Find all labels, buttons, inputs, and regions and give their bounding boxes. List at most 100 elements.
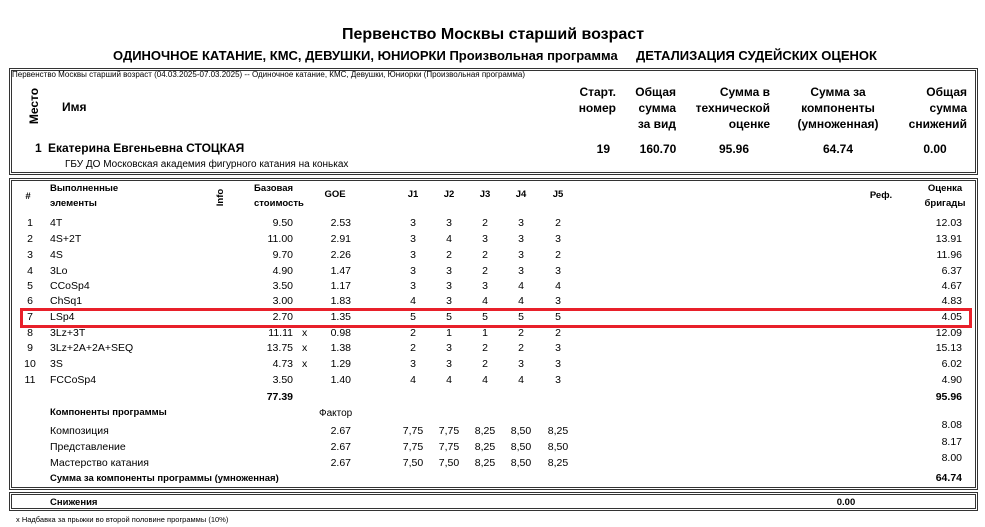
component-score: 8.17 bbox=[941, 436, 962, 448]
goe-value: 1.29 bbox=[330, 358, 351, 370]
bonus-mark: x bbox=[302, 342, 308, 354]
skater-name: Екатерина Евгеньевна СТОЦКАЯ bbox=[48, 141, 245, 155]
judge-score: 3 bbox=[446, 342, 452, 354]
header-line: Общая bbox=[635, 85, 676, 99]
row-number: 10 bbox=[24, 358, 36, 370]
start-number: 19 bbox=[596, 142, 610, 156]
base-value: 2.70 bbox=[272, 311, 293, 323]
judge-score: 3 bbox=[410, 265, 416, 277]
judge-score: 2 bbox=[410, 327, 416, 339]
judge-header-1: J1 bbox=[407, 189, 419, 200]
judge-header-4: J4 bbox=[515, 189, 527, 200]
judge-score: 3 bbox=[446, 295, 452, 307]
base-value: 11.00 bbox=[267, 233, 294, 245]
judge-score: 2 bbox=[555, 327, 561, 339]
base-value: 11.11 bbox=[268, 327, 293, 339]
row-number: 2 bbox=[27, 233, 33, 245]
judge-score: 3 bbox=[555, 295, 561, 307]
judge-score: 3 bbox=[555, 358, 561, 370]
judge-score: 5 bbox=[410, 311, 416, 323]
judge-header-2: J2 bbox=[443, 189, 455, 200]
num-header: # bbox=[25, 191, 31, 202]
base-value: 9.50 bbox=[272, 217, 293, 229]
pcs-header: Сумма за компоненты (умноженная) bbox=[798, 84, 879, 132]
judge-score: 8,25 bbox=[547, 457, 569, 469]
page-subtitle: ОДИНОЧНОЕ КАТАНИЕ, КМС, ДЕВУШКИ, ЮНИОРКИ… bbox=[113, 48, 618, 63]
judge-score: 3 bbox=[410, 233, 416, 245]
row-number: 9 bbox=[27, 342, 33, 354]
row-number: 5 bbox=[27, 280, 33, 292]
pcs-score: 64.74 bbox=[822, 142, 854, 156]
component-score: 8.08 bbox=[941, 419, 962, 431]
judge-score: 2 bbox=[482, 358, 488, 370]
component-name: Представление bbox=[50, 441, 126, 453]
header-line: Сумма в bbox=[719, 85, 770, 99]
element-name: 3S bbox=[50, 358, 63, 370]
header-line: Выполненные bbox=[50, 183, 119, 194]
judge-score: 7,75 bbox=[438, 425, 460, 437]
deductions-score: 0.00 bbox=[923, 142, 947, 156]
judge-score: 3 bbox=[555, 374, 561, 386]
judge-score: 3 bbox=[482, 233, 488, 245]
judge-score: 1 bbox=[482, 327, 488, 339]
element-header: Выполненные элементы bbox=[50, 181, 118, 211]
judge-score: 4 bbox=[518, 374, 524, 386]
judge-score: 2 bbox=[482, 249, 488, 261]
score-total: 95.96 bbox=[935, 391, 962, 403]
component-factor: 2.67 bbox=[330, 441, 351, 453]
element-name: FCCoSp4 bbox=[50, 374, 97, 386]
judge-score: 4 bbox=[518, 295, 524, 307]
judge-score: 7,75 bbox=[402, 425, 424, 437]
header-line: Общая bbox=[926, 85, 967, 99]
factor-header: Фактор bbox=[319, 408, 353, 419]
judge-score: 3 bbox=[410, 280, 416, 292]
judge-score: 8,50 bbox=[510, 441, 532, 453]
judge-header-5: J5 bbox=[552, 189, 564, 200]
judge-score: 2 bbox=[482, 342, 488, 354]
name-header: Имя bbox=[62, 100, 87, 114]
bonus-mark: x bbox=[302, 358, 308, 370]
judge-score: 3 bbox=[555, 233, 561, 245]
start-header: Старт. номер bbox=[579, 84, 616, 116]
judge-score: 1 bbox=[446, 327, 452, 339]
row-number: 7 bbox=[27, 311, 33, 323]
panel-score: 4.83 bbox=[941, 295, 962, 307]
element-name: 4T bbox=[50, 217, 63, 229]
header-line: номер bbox=[578, 101, 616, 115]
judge-score: 3 bbox=[518, 249, 524, 261]
judge-score: 2 bbox=[555, 217, 561, 229]
judge-score: 4 bbox=[482, 374, 488, 386]
component-name: Мастерство катания bbox=[50, 457, 149, 469]
header-line: компоненты bbox=[801, 101, 875, 115]
panel-score: 4.90 bbox=[941, 374, 962, 386]
header-line: Оценка bbox=[927, 183, 963, 194]
header-line: Базовая bbox=[254, 183, 294, 194]
element-name: CCoSp4 bbox=[50, 280, 90, 292]
judge-score: 3 bbox=[410, 217, 416, 229]
components-sum-value: 64.74 bbox=[935, 472, 962, 484]
judge-score: 3 bbox=[446, 358, 452, 370]
judge-score: 3 bbox=[555, 342, 561, 354]
highlight-box bbox=[20, 308, 972, 328]
judge-score: 7,75 bbox=[438, 441, 460, 453]
goe-value: 1.38 bbox=[330, 342, 351, 354]
judge-score: 4 bbox=[518, 280, 524, 292]
header-line: стоимость bbox=[254, 198, 304, 209]
components-sum-label: Сумма за компоненты программы (умноженна… bbox=[50, 473, 279, 484]
panel-score: 4.05 bbox=[941, 311, 962, 323]
header-line: снижений bbox=[908, 117, 967, 131]
judge-score: 8,50 bbox=[510, 425, 532, 437]
base-header: Базовая стоимость bbox=[254, 181, 304, 211]
base-value: 9.70 bbox=[272, 249, 293, 261]
header-line: технической bbox=[695, 101, 770, 115]
judge-score: 4 bbox=[410, 295, 416, 307]
component-factor: 2.67 bbox=[330, 457, 351, 469]
judge-score: 3 bbox=[410, 249, 416, 261]
judge-score: 2 bbox=[518, 342, 524, 354]
header-line: бригады bbox=[924, 198, 966, 209]
base-value: 3.00 bbox=[272, 295, 293, 307]
judge-score: 3 bbox=[410, 358, 416, 370]
judge-score: 7,50 bbox=[438, 457, 460, 469]
place-value: 1 bbox=[35, 141, 42, 155]
component-score: 8.00 bbox=[941, 452, 962, 464]
